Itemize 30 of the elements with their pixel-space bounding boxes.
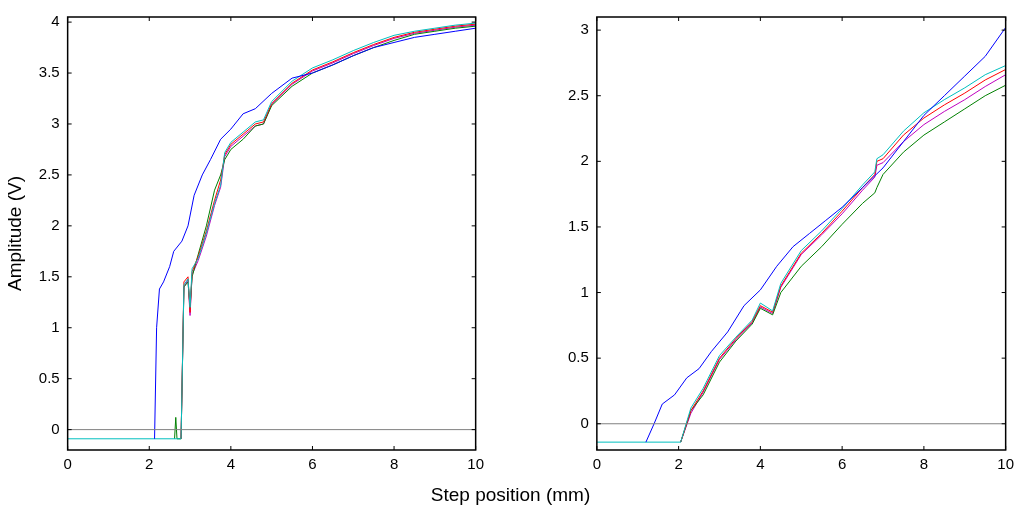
x-tick-label: 8 (389, 455, 399, 473)
x-tick-label: 0 (592, 455, 602, 473)
x-tick-label: 0 (63, 455, 72, 473)
x-tick-label: 6 (837, 455, 847, 473)
x-tick-label: 4 (756, 455, 765, 473)
y-tick-label: 2.5 (38, 165, 60, 183)
y-tick-label: 1 (580, 282, 589, 300)
y-tick-label: 0.5 (38, 368, 60, 386)
y-tick-label: 3 (51, 114, 60, 132)
y-tick-label: 0 (580, 413, 589, 431)
y-tick-label: 2 (580, 151, 589, 169)
y-tick-label: 2 (51, 216, 60, 233)
y-tick-label: 1.5 (38, 266, 60, 284)
y-tick-label: 0 (51, 419, 60, 437)
y-axis-title: Amplitude (V) (3, 175, 25, 292)
x-tick-label: 2 (145, 455, 154, 473)
y-tick-label: 3 (580, 20, 589, 38)
x-tick-label: 4 (226, 455, 236, 473)
y-tick-label: 0.5 (567, 348, 589, 366)
y-tick-label: 1 (51, 317, 60, 335)
x-axis-title: Step position (mm) (429, 484, 592, 506)
y-tick-label: 2.5 (567, 85, 589, 103)
y-tick-label: 1.5 (567, 217, 589, 235)
y-tick-label: 3.5 (38, 63, 60, 81)
x-tick-label: 2 (674, 455, 683, 473)
x-tick-label: 10 (467, 455, 484, 473)
x-tick-label: 8 (919, 455, 929, 473)
y-tick-label: 4 (51, 12, 60, 30)
x-tick-label: 10 (997, 455, 1014, 473)
x-tick-label: 6 (308, 455, 317, 473)
